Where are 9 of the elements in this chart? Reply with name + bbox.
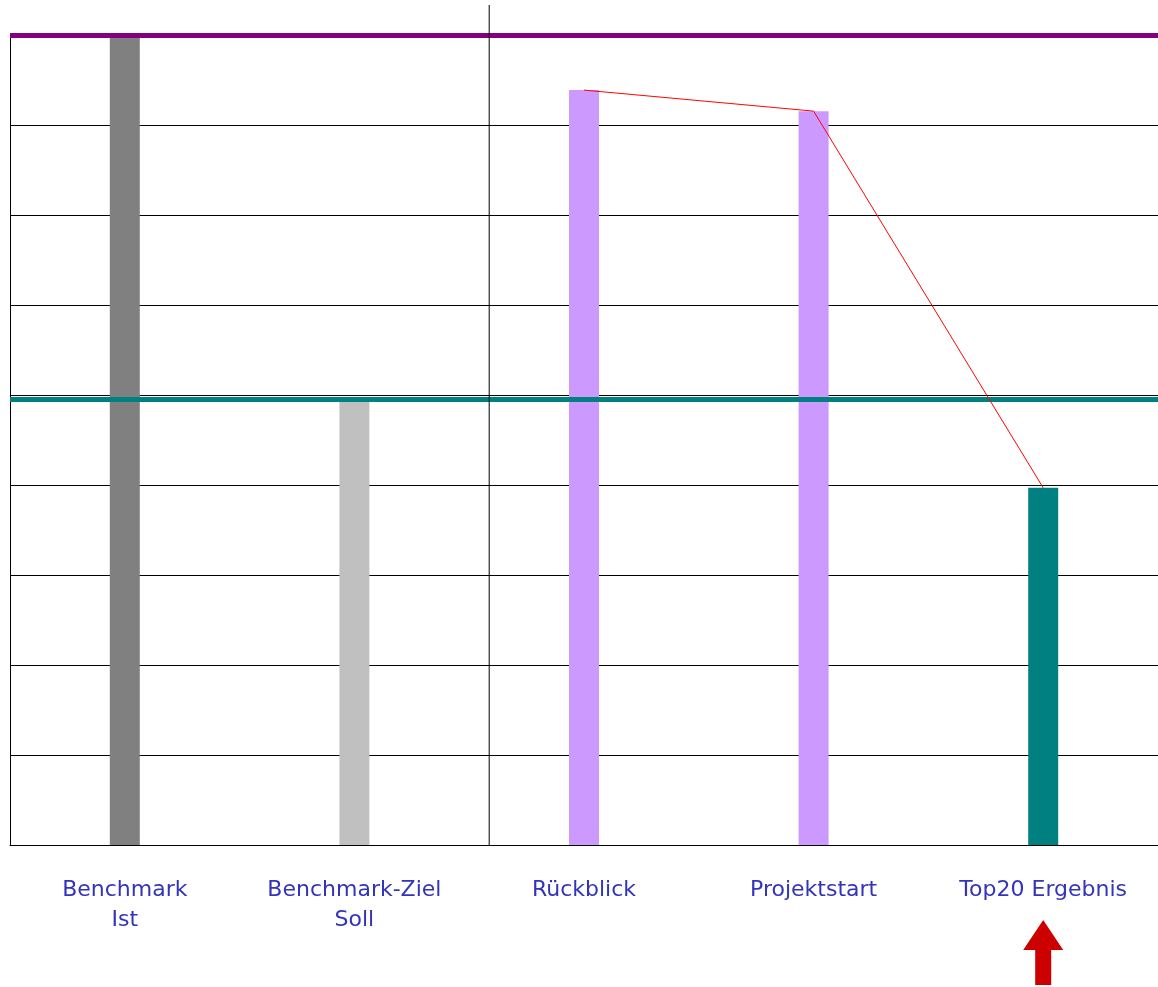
bar: [1028, 487, 1059, 845]
x-tick-label: Benchmark Ist: [62, 875, 188, 931]
bar: [798, 111, 829, 845]
x-tick-label: Rückblick: [531, 875, 637, 901]
bar: [569, 90, 599, 845]
bar: [109, 35, 140, 845]
x-tick-label: Top20 Ergebnis: [958, 875, 1128, 901]
x-tick-label: Benchmark-Ziel Soll: [267, 875, 442, 931]
x-tick-label: Projektstart: [750, 875, 878, 901]
